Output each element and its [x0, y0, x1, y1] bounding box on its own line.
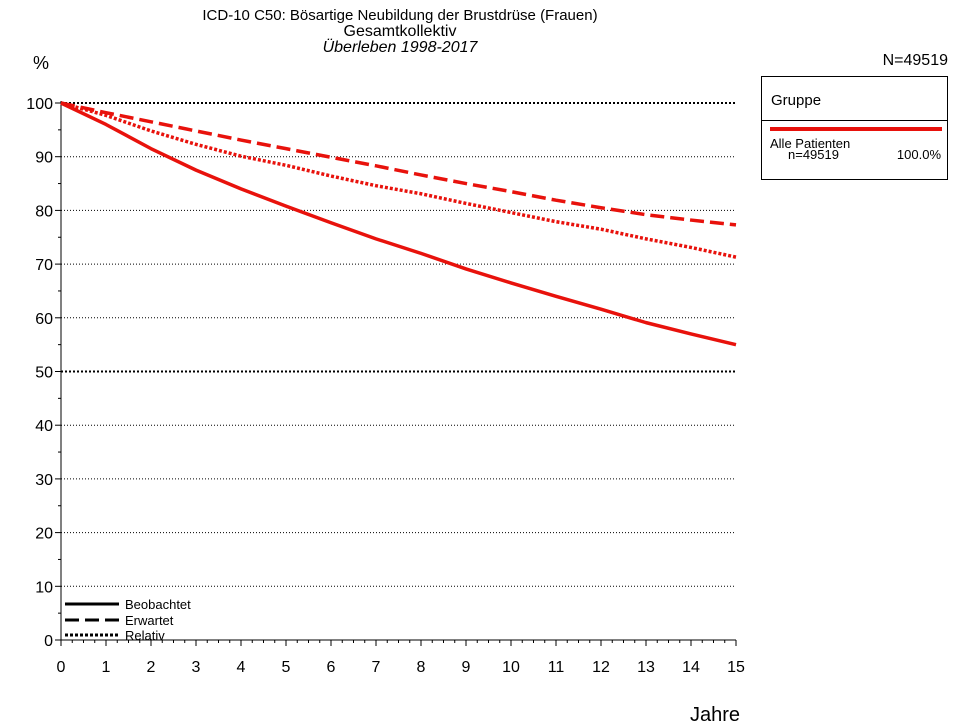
total-count-label: N=49519 — [882, 52, 948, 69]
chart-title-block: ICD-10 C50: Bösartige Neubildung der Bru… — [60, 8, 740, 56]
group-legend-percent: 100.0% — [896, 147, 941, 162]
series-line-relativ — [60, 101, 737, 259]
series-line-beobachtet — [60, 101, 737, 347]
y-tick-label-90: 90 — [35, 150, 53, 167]
y-tick-label-50: 50 — [35, 365, 53, 382]
y-tick-label-10: 10 — [35, 579, 53, 596]
x-tick-label-3: 3 — [192, 659, 201, 676]
x-tick-label-12: 12 — [592, 659, 610, 676]
series-line-erwartet — [60, 101, 737, 227]
chart-subtitle: Gesamtkollektiv — [343, 23, 457, 40]
x-tick-label-1: 1 — [102, 659, 111, 676]
x-tick-label-6: 6 — [327, 659, 336, 676]
x-tick-label-15: 15 — [727, 659, 745, 676]
y-tick-label-70: 70 — [35, 257, 53, 274]
x-tick-label-8: 8 — [417, 659, 426, 676]
x-tick-label-14: 14 — [682, 659, 700, 676]
y-tick-label-30: 30 — [35, 472, 53, 489]
group-legend-title: Gruppe — [771, 92, 822, 109]
x-tick-label-4: 4 — [237, 659, 246, 676]
y-axis-label: % — [33, 53, 50, 73]
y-tick-label-0: 0 — [44, 633, 53, 650]
group-legend-name: Alle Patienten — [770, 136, 851, 151]
x-tick-label-2: 2 — [147, 659, 156, 676]
y-tick-label-40: 40 — [35, 418, 53, 435]
group-legend: Gruppe Alle Patienten n=49519 100.0% — [761, 76, 948, 180]
x-tick-label-5: 5 — [282, 659, 291, 676]
group-legend-count: n=49519 — [788, 147, 839, 162]
line-legend-label-beobachtet: Beobachtet — [125, 597, 191, 612]
group-legend-swatch — [770, 127, 942, 131]
line-legend-label-relativ: Relativ — [125, 628, 165, 643]
y-tick-label-80: 80 — [35, 203, 53, 220]
y-tick-label-60: 60 — [35, 311, 53, 328]
chart-subtitle-period: Überleben 1998-2017 — [322, 39, 478, 56]
y-tick-label-20: 20 — [35, 526, 53, 543]
chart-title: ICD-10 C50: Bösartige Neubildung der Bru… — [202, 7, 598, 24]
x-tick-label-0: 0 — [57, 659, 66, 676]
x-tick-label-11: 11 — [548, 659, 565, 676]
line-legend-label-erwartet: Erwartet — [125, 613, 174, 628]
group-legend-header: Gruppe — [762, 77, 947, 121]
x-tick-label-9: 9 — [462, 659, 471, 676]
x-axis-label: Jahre — [690, 704, 741, 726]
x-tick-label-7: 7 — [372, 659, 381, 676]
x-tick-label-10: 10 — [502, 659, 520, 676]
x-tick-label-13: 13 — [637, 659, 655, 676]
y-tick-label-100: 100 — [26, 96, 53, 113]
